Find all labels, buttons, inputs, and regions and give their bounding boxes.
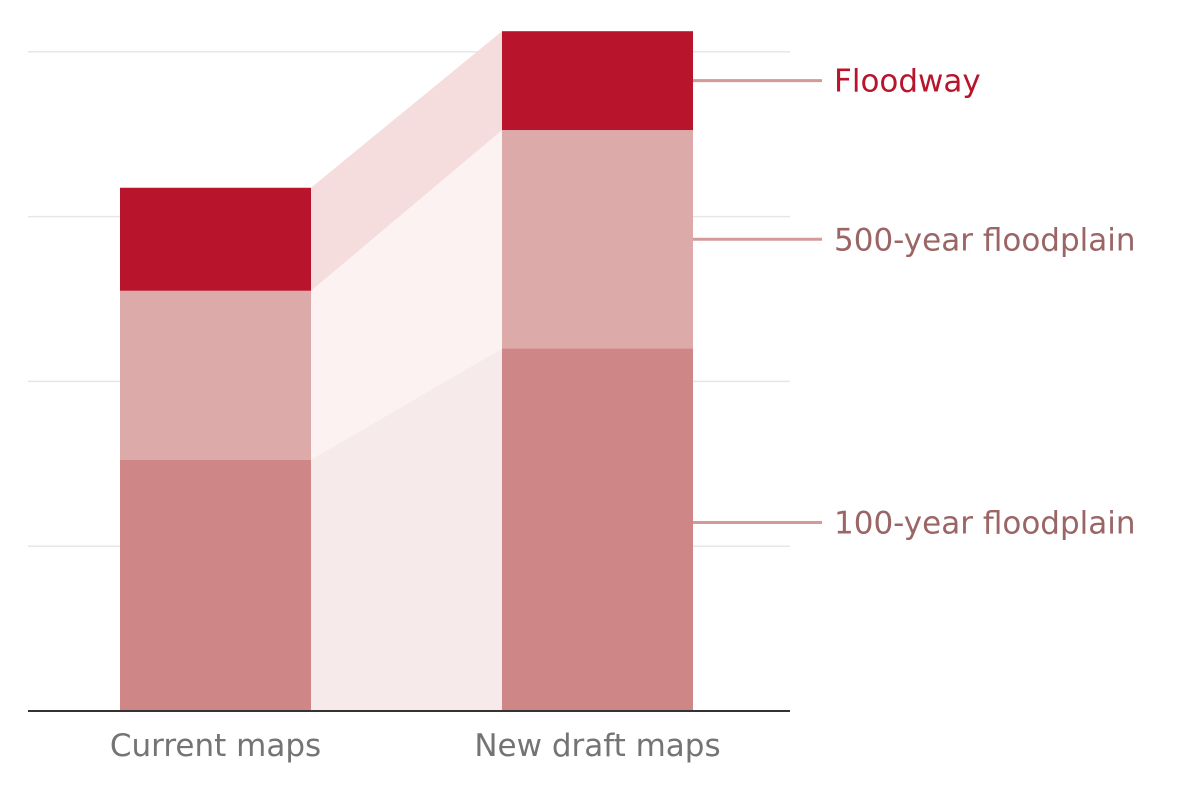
bar-segment-500-year-floodplain [120,290,311,460]
connector-band-floodway [311,31,502,291]
bar-segment-100-year-floodplain [120,459,311,711]
bar-segment-500-year-floodplain [502,130,693,349]
legend: 100-year floodplain 500-year floodplain Fl… [693,64,1136,541]
bars [120,31,693,711]
bar-segment-100-year-floodplain [502,348,693,711]
category-label: Current maps [110,728,321,764]
category-labels: Current maps New draft maps [110,728,721,764]
connector-bands [311,31,502,711]
legend-label-floodway: Floodway [834,64,981,100]
legend-label-500-year-floodplain: 500-year floodplain [834,222,1136,258]
category-label: New draft maps [474,728,720,764]
connector-band-100-year-floodplain [311,348,502,711]
legend-label-100-year-floodplain: 100-year floodplain [834,505,1136,541]
bar-segment-floodway [502,31,693,131]
connector-band-500-year-floodplain [311,130,502,460]
bar-segment-floodway [120,187,311,291]
